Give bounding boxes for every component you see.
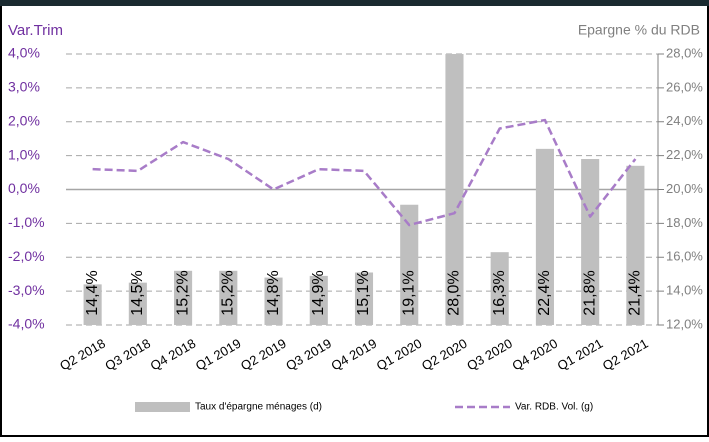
y2-tick-label: 12,0%	[666, 316, 703, 331]
bar-label: 19,1%	[400, 270, 417, 315]
y-tick-label: 4,0%	[8, 45, 40, 61]
bar	[581, 159, 600, 325]
y2-tick-label: 22,0%	[666, 147, 703, 162]
bar-label: 15,2%	[220, 270, 237, 315]
bar	[626, 165, 645, 325]
bar	[83, 284, 102, 325]
bar	[309, 275, 328, 325]
bar	[128, 282, 147, 325]
y-tick-label: 0,0%	[8, 180, 40, 196]
y2-tick-label: 26,0%	[666, 79, 703, 94]
bar-label: 15,2%	[174, 270, 191, 315]
y-tick-label: -3,0%	[8, 282, 45, 298]
y-tick-label: -4,0%	[8, 316, 45, 332]
y-tick-label: 2,0%	[8, 112, 40, 128]
y2-tick-label: 28,0%	[666, 45, 703, 60]
line	[92, 118, 637, 227]
bar-label: 14,8%	[265, 270, 282, 315]
bar-label: 14,4%	[84, 270, 101, 315]
top-band	[0, 0, 709, 6]
y2-tick-label: 16,0%	[666, 249, 703, 264]
y2-axis-title: Epargne % du RDB	[578, 22, 700, 38]
legend-swatch	[135, 402, 190, 412]
y-tick-label: 3,0%	[8, 79, 40, 95]
bar	[264, 277, 283, 325]
bar-label: 16,3%	[491, 270, 508, 315]
bar-label: 15,1%	[355, 270, 372, 315]
y2-tick-label: 14,0%	[666, 283, 703, 298]
y2-tick-label: 24,0%	[666, 113, 703, 128]
y-tick-label: 1,0%	[8, 146, 40, 162]
bar-label: 28,0%	[446, 270, 463, 315]
bar	[400, 204, 419, 325]
bar-label: 14,9%	[310, 270, 327, 315]
bar	[219, 270, 238, 325]
y-tick-label: -1,0%	[8, 214, 45, 230]
bar-label: 14,5%	[129, 270, 146, 315]
bar-label: 22,4%	[536, 270, 553, 315]
y-tick-label: -2,0%	[8, 248, 45, 264]
bar-label: 21,8%	[581, 270, 598, 315]
y2-tick-label: 18,0%	[666, 215, 703, 230]
bar	[535, 148, 554, 325]
bar	[354, 272, 374, 325]
y-axis-title: Var.Trim	[8, 22, 63, 39]
bar	[445, 54, 464, 325]
y2-tick-label: 20,0%	[666, 181, 703, 196]
legend-label: Var. RDB. Vol. (g)	[515, 402, 593, 413]
legend-label: Taux d'épargne ménages (d)	[195, 402, 322, 413]
bar	[490, 252, 509, 325]
bar	[174, 270, 193, 325]
bar-label: 21,4%	[627, 270, 644, 315]
